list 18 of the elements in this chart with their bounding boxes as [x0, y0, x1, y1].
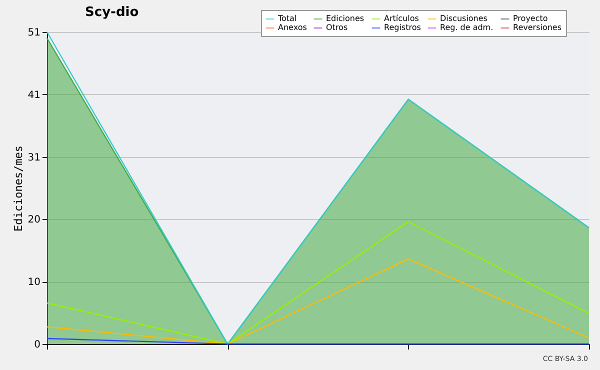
legend-label: Proyecto [513, 14, 548, 23]
y-tick-label: 51 [28, 28, 40, 38]
y-tick-label: 0 [34, 340, 40, 350]
legend-label: Discusiones [440, 14, 488, 23]
y-tick-label: 10 [28, 277, 40, 288]
chart-title: Scy-dio [85, 5, 139, 20]
legend-label: Reg. de adm. [440, 23, 494, 32]
legend-label: Artículos [384, 14, 419, 23]
y-tick-label: 20 [28, 214, 40, 226]
legend-label: Registros [384, 23, 421, 32]
legend-label: Ediciones [326, 14, 364, 23]
legend-label: Otros [326, 23, 348, 32]
y-tick-label: 41 [28, 90, 40, 101]
y-tick-label: 31 [28, 152, 40, 164]
legend-label: Anexos [278, 23, 307, 32]
legend-label: Total [277, 14, 297, 23]
y-axis-title: Ediciones/mes [12, 145, 25, 232]
legend-label: Reversiones [513, 23, 562, 32]
